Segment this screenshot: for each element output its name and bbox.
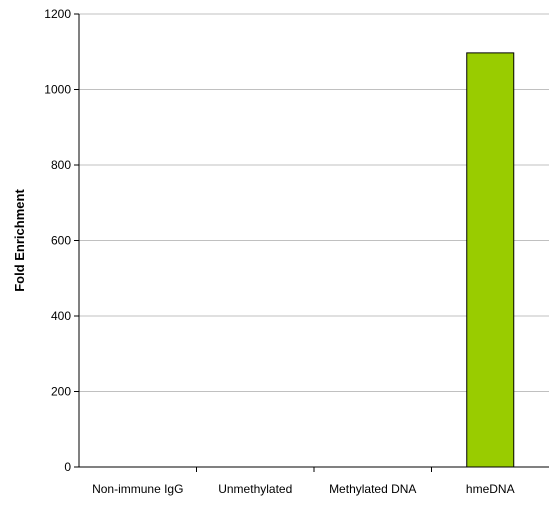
- y-tick-labels: 0 200 400 600 800 1000 1200: [44, 7, 79, 474]
- y-axis-title: Fold Enrichment: [12, 189, 27, 292]
- bars: [466, 52, 515, 468]
- x-tick-label: Methylated DNA: [329, 482, 416, 496]
- y-tick-label: 600: [51, 234, 71, 248]
- y-tick-label: 0: [64, 460, 71, 474]
- x-tick-label: hmeDNA: [466, 482, 515, 496]
- y-tick-label: 1200: [44, 7, 71, 21]
- y-tick-label: 1000: [44, 83, 71, 97]
- y-tick-label: 200: [51, 385, 71, 399]
- y-tick-label: 800: [51, 158, 71, 172]
- bar: [466, 52, 515, 468]
- x-tick-label: Unmethylated: [218, 482, 292, 496]
- x-tick-label: Non-immune IgG: [92, 482, 183, 496]
- x-tick-labels: Non-immune IgG Unmethylated Methylated DNA…: [92, 467, 515, 496]
- y-tick-label: 400: [51, 309, 71, 323]
